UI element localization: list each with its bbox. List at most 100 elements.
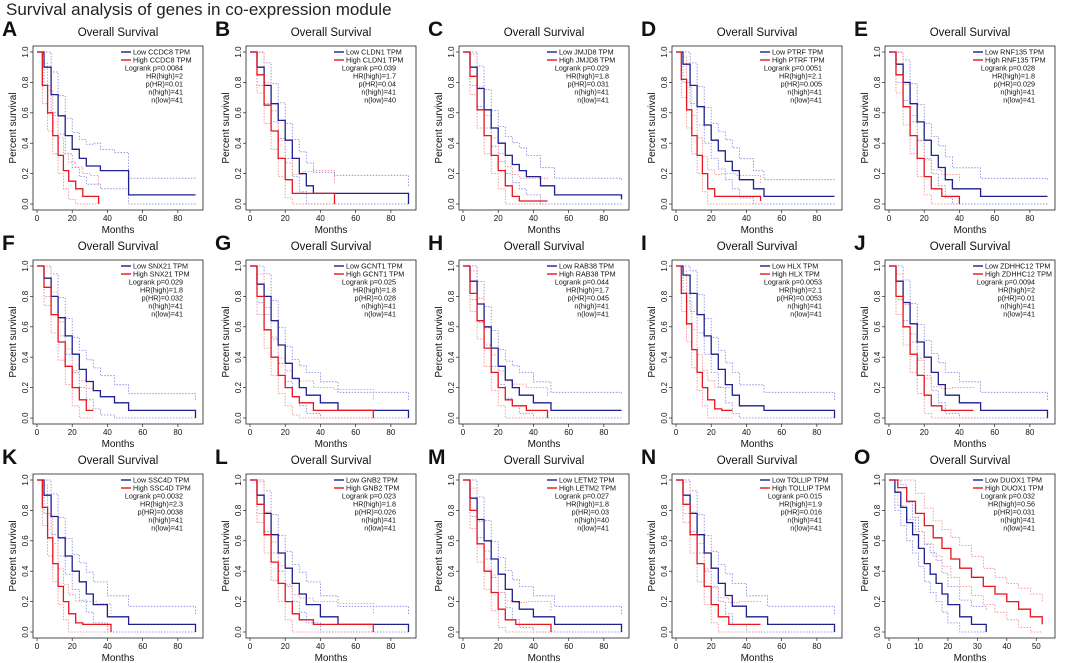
stat-label: n(high)=40 — [574, 516, 609, 525]
x-tick-label: 0 — [461, 214, 466, 223]
ci-lower-band — [37, 265, 94, 419]
figure-title: Survival analysis of genes in co-express… — [6, 0, 392, 19]
ci-upper-band — [676, 51, 835, 181]
legend-label: High LETM2 TPM — [559, 484, 616, 493]
stat-label: p(HR)=0.032 — [142, 294, 183, 303]
x-tick-label: 80 — [599, 642, 608, 651]
plot-title: Overall Survival — [504, 27, 585, 39]
survival-panel-e: E Overall Survival 0 20 40 60 80 0.0 0.2 0.4 0.6 0.… — [852, 18, 1065, 236]
y-axis-label: Percent survival — [221, 306, 232, 377]
y-tick-label: 0.2 — [447, 595, 456, 607]
y-tick-label: 0.8 — [234, 504, 243, 516]
panel-letter: G — [215, 232, 232, 255]
y-tick-label: 0.6 — [873, 535, 882, 547]
y-tick-label: 0.8 — [234, 290, 243, 302]
legend-label: High HLX TPM — [772, 270, 820, 279]
high-survival-curve — [37, 265, 94, 412]
ci-lower-band — [37, 479, 196, 633]
x-tick-label: 60 — [351, 428, 360, 437]
legend-label: Low GNB2 TPM — [346, 476, 398, 485]
y-tick-label: 1.0 — [447, 474, 456, 486]
ci-lower-band — [250, 265, 374, 419]
plot-title: Overall Survival — [930, 455, 1011, 467]
y-tick-label: 0.0 — [234, 412, 243, 424]
km-plot: Overall Survival 0 20 40 60 80 0.0 0.2 0.4 0.6 0.8… — [860, 27, 1056, 236]
ci-lower-band — [676, 479, 761, 633]
plot-title: Overall Survival — [504, 455, 585, 467]
y-tick-label: 0.6 — [234, 107, 243, 119]
survival-panel-o: O Overall Survival 0 10 20 30 40 50 0.0 0.2 0.4 0.6… — [852, 446, 1065, 663]
ci-upper-band — [37, 51, 99, 186]
x-tick-label: 40 — [529, 214, 538, 223]
legend-label: Low ZDHHC12 TPM — [985, 262, 1050, 271]
x-tick-label: 20 — [920, 214, 929, 223]
y-tick-label: 0.6 — [234, 321, 243, 333]
stat-label: n(low)=41 — [364, 310, 396, 319]
stat-label: n(high)=41 — [361, 88, 396, 97]
plot-title: Overall Survival — [717, 455, 798, 467]
legend-label: Low CLDN1 TPM — [346, 48, 402, 57]
x-tick-label: 0 — [248, 642, 253, 651]
plot-title: Overall Survival — [717, 241, 798, 253]
stat-label: n(high)=41 — [361, 516, 396, 525]
ci-upper-band — [37, 265, 196, 400]
y-tick-label: 0.2 — [234, 381, 243, 393]
y-tick-label: 0.8 — [660, 76, 669, 88]
x-axis-label: Months — [741, 225, 774, 236]
x-tick-label: 80 — [173, 214, 182, 223]
stat-label: HR(high)=2.1 — [779, 72, 822, 81]
stat-label: p(HR)=0.0053 — [777, 294, 822, 303]
y-tick-label: 0.8 — [873, 290, 882, 302]
y-tick-label: 1.0 — [234, 46, 243, 58]
y-tick-label: 0.2 — [660, 595, 669, 607]
y-tick-label: 0.0 — [447, 198, 456, 210]
km-plot: Overall Survival 0 20 40 60 80 0.0 0.2 0.4 0.6 0.8… — [8, 241, 204, 450]
high-survival-curve — [889, 479, 1043, 625]
y-tick-label: 0.4 — [21, 565, 30, 577]
x-tick-label: 40 — [316, 214, 325, 223]
y-axis-label: Percent survival — [434, 520, 445, 591]
stat-label: p(HR)=0.03 — [572, 508, 609, 517]
x-tick-label: 80 — [386, 642, 395, 651]
survival-panel-n: N Overall Survival 0 20 40 60 80 0.0 0.2 0.4 0.6 0.… — [639, 446, 852, 663]
stat-label: Logrank p=0.0051 — [764, 64, 822, 73]
y-tick-label: 1.0 — [660, 260, 669, 272]
panel-letter: H — [428, 232, 444, 255]
stat-label: HR(high)=1.8 — [992, 72, 1035, 81]
x-axis-label: Months — [315, 225, 348, 236]
y-tick-label: 0.0 — [660, 626, 669, 638]
legend-label: Low SNX21 TPM — [133, 262, 188, 271]
legend-label: Low HLX TPM — [772, 262, 818, 271]
ci-lower-band — [463, 51, 622, 205]
legend-label: High ZDHHC12 TPM — [985, 270, 1052, 279]
x-axis-label: Months — [954, 439, 987, 450]
y-tick-label: 0.2 — [447, 381, 456, 393]
y-tick-label: 0.8 — [873, 504, 882, 516]
x-tick-label: 0 — [461, 642, 466, 651]
stat-label: Logrank p=0.0094 — [977, 278, 1035, 287]
stat-label: p(HR)=0.01 — [146, 80, 183, 89]
y-tick-label: 0.2 — [873, 167, 882, 179]
high-survival-curve — [250, 265, 374, 418]
y-tick-label: 0.8 — [660, 290, 669, 302]
stat-label: p(HR)=0.0038 — [138, 508, 183, 517]
x-tick-label: 80 — [812, 214, 821, 223]
legend-label: Low LETM2 TPM — [559, 476, 614, 485]
survival-panel-d: D Overall Survival 0 20 40 60 80 0.0 0.2 0.4 0.6 0.… — [639, 18, 852, 236]
plot-frame — [458, 259, 630, 425]
y-tick-label: 0.4 — [660, 137, 669, 149]
x-tick-label: 40 — [1002, 642, 1011, 651]
y-tick-label: 0.6 — [21, 535, 30, 547]
plot-title: Overall Survival — [930, 241, 1011, 253]
high-survival-curve — [889, 51, 961, 204]
high-survival-curve — [37, 479, 112, 632]
stat-label: p(HR)=0.005 — [781, 80, 822, 89]
x-tick-label: 40 — [316, 642, 325, 651]
x-tick-label: 80 — [1025, 214, 1034, 223]
y-axis-label: Percent survival — [221, 92, 232, 163]
stat-label: n(low)=41 — [151, 96, 183, 105]
y-tick-label: 1.0 — [234, 260, 243, 272]
ci-lower-band — [463, 479, 551, 633]
y-tick-label: 0.4 — [873, 351, 882, 363]
low-survival-curve — [889, 479, 987, 632]
